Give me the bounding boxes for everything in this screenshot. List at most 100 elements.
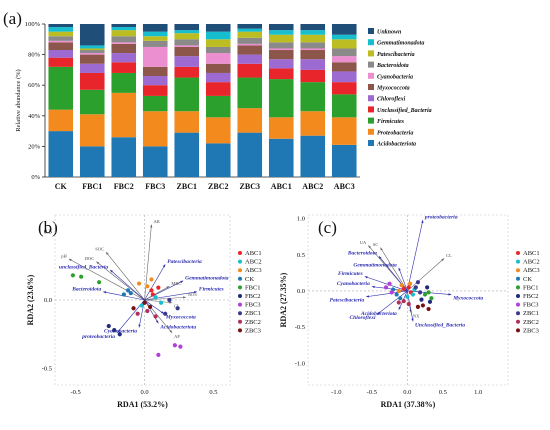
legend-swatch bbox=[368, 61, 374, 68]
legend-swatch bbox=[368, 128, 374, 135]
sample-point bbox=[136, 281, 142, 286]
legend-label: CK bbox=[245, 276, 254, 283]
bar-segment bbox=[268, 48, 294, 51]
legend-label: Unknown bbox=[377, 30, 402, 36]
bar-segment bbox=[48, 131, 74, 177]
legend-label: Patescibacteria bbox=[377, 52, 415, 58]
legend-label: Unclassified_Bacteria bbox=[377, 108, 432, 114]
bar-segment bbox=[237, 63, 263, 78]
sample-point bbox=[396, 288, 401, 294]
biplot-arrow bbox=[406, 219, 424, 292]
arrow-head bbox=[380, 247, 383, 251]
bar-segment bbox=[300, 24, 326, 31]
vector-label: Patescibacteria bbox=[167, 259, 202, 265]
legend-label: Firmicutes bbox=[377, 119, 405, 125]
bar-segment bbox=[79, 45, 105, 49]
x-axis-title: RDA1 (37.38%) bbox=[381, 400, 436, 409]
bar-segment bbox=[174, 77, 200, 112]
bar-segment bbox=[331, 24, 357, 35]
bar-segment bbox=[79, 24, 105, 46]
y-axis-title: Relative abundance (%) bbox=[15, 69, 22, 131]
legend-marker bbox=[516, 294, 520, 298]
legend-label: FBC3 bbox=[523, 302, 539, 309]
x-tick-label: -0.5 bbox=[71, 389, 81, 396]
vector-label: Acidobacteriota bbox=[360, 311, 397, 317]
sample-point bbox=[167, 297, 172, 303]
bar-segment bbox=[111, 43, 137, 54]
bar-segment bbox=[48, 40, 74, 43]
vector-label: SOC bbox=[95, 247, 104, 252]
sample-point bbox=[426, 306, 431, 312]
bar-segment bbox=[205, 82, 231, 96]
arrow-head bbox=[377, 311, 381, 315]
bar-segment bbox=[300, 82, 326, 112]
bar-segment bbox=[237, 31, 263, 38]
legend-swatch bbox=[368, 117, 374, 124]
legend-label: ZBC3 bbox=[245, 327, 261, 334]
x-category-label: ABC1 bbox=[271, 182, 292, 191]
bar-segment bbox=[111, 27, 137, 31]
x-tick-label: 0.5 bbox=[209, 389, 217, 396]
arrow-head bbox=[160, 311, 164, 314]
legend-label: ZBC1 bbox=[245, 310, 261, 317]
bar-segment bbox=[174, 66, 200, 78]
vector-label: Acidobacteriota bbox=[159, 324, 196, 330]
legend-marker bbox=[516, 268, 520, 273]
bar-segment bbox=[174, 111, 200, 133]
bar-segment bbox=[79, 53, 105, 55]
arrow-head bbox=[194, 291, 197, 294]
arrow-head bbox=[378, 256, 382, 260]
bar-segment bbox=[142, 76, 168, 86]
vector-label: DOC bbox=[85, 256, 95, 261]
legend-label: FBC2 bbox=[523, 293, 539, 300]
biplot-arrow bbox=[364, 276, 408, 292]
x-tick-label: -1.0 bbox=[331, 389, 341, 396]
legend-marker bbox=[238, 294, 242, 298]
bar-segment bbox=[79, 146, 105, 177]
x-category-label: FBC1 bbox=[82, 182, 102, 191]
sample-point bbox=[175, 306, 180, 311]
biplot-arrow bbox=[144, 291, 197, 301]
vector-label: Myxococcota bbox=[165, 315, 196, 321]
bar-segment bbox=[111, 53, 137, 63]
bar-segment bbox=[174, 56, 200, 67]
bar-segment bbox=[268, 117, 294, 139]
vector-label: NO3 bbox=[188, 292, 197, 297]
arrow-head bbox=[166, 286, 170, 289]
sample-point bbox=[427, 299, 433, 304]
bar-segment bbox=[205, 31, 231, 40]
bar-segment bbox=[205, 72, 231, 83]
sample-point bbox=[415, 280, 421, 285]
legend-swatch bbox=[368, 95, 374, 102]
sample-point bbox=[163, 311, 168, 316]
bar-segment bbox=[237, 43, 263, 46]
x-tick-label: -0.5 bbox=[367, 389, 377, 396]
bar-segment bbox=[205, 143, 231, 177]
legend-label: ABC1 bbox=[523, 250, 540, 257]
arrow-head bbox=[183, 296, 186, 299]
legend-label: Gemmatimonadota bbox=[377, 41, 424, 47]
bar-segment bbox=[268, 138, 294, 177]
rda-plot-c: -1.0 -0.5 0.0 0.5 1.0 -1.0 -0.5 0.0 0.5 1.0 RDA1 (… bbox=[279, 215, 540, 409]
sample-point bbox=[145, 308, 150, 314]
bar-segment bbox=[142, 111, 168, 147]
bar-segment bbox=[300, 111, 326, 136]
legend-label: Acidobacteriota bbox=[376, 142, 416, 148]
bar-segment bbox=[111, 92, 137, 138]
sample-point bbox=[156, 285, 161, 290]
sample-point bbox=[153, 314, 158, 319]
legend-marker bbox=[238, 276, 242, 281]
bar-segment bbox=[300, 34, 326, 43]
sample-point bbox=[415, 304, 421, 309]
vector-label: AK bbox=[153, 219, 160, 224]
legend-swatch bbox=[368, 72, 374, 79]
legend-marker bbox=[238, 251, 242, 255]
bar-segment bbox=[300, 69, 326, 83]
x-tick-label: 0.0 bbox=[141, 389, 149, 396]
arrow-head bbox=[103, 291, 107, 294]
bar-segment bbox=[331, 82, 357, 95]
bar-segment bbox=[237, 54, 263, 64]
bar-segment bbox=[205, 117, 231, 144]
sample-point bbox=[419, 297, 424, 302]
rda-plot-b: -0.5 0.0 0.5 -0.5 0.0 0.5 RDA1 (53.2%) RDA2 (23… bbox=[26, 214, 262, 409]
